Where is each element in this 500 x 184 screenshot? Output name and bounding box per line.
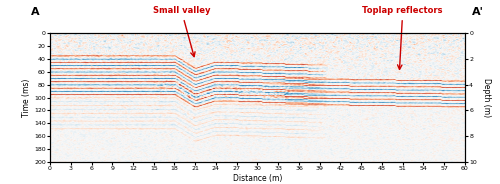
Text: Toplap reflectors: Toplap reflectors bbox=[362, 6, 443, 69]
X-axis label: Distance (m): Distance (m) bbox=[233, 174, 282, 183]
Text: Small valley: Small valley bbox=[152, 6, 210, 57]
Text: A': A' bbox=[472, 7, 484, 17]
Text: A: A bbox=[30, 7, 40, 17]
Y-axis label: Time (ms): Time (ms) bbox=[22, 78, 32, 117]
Y-axis label: Depth (m): Depth (m) bbox=[482, 78, 491, 117]
